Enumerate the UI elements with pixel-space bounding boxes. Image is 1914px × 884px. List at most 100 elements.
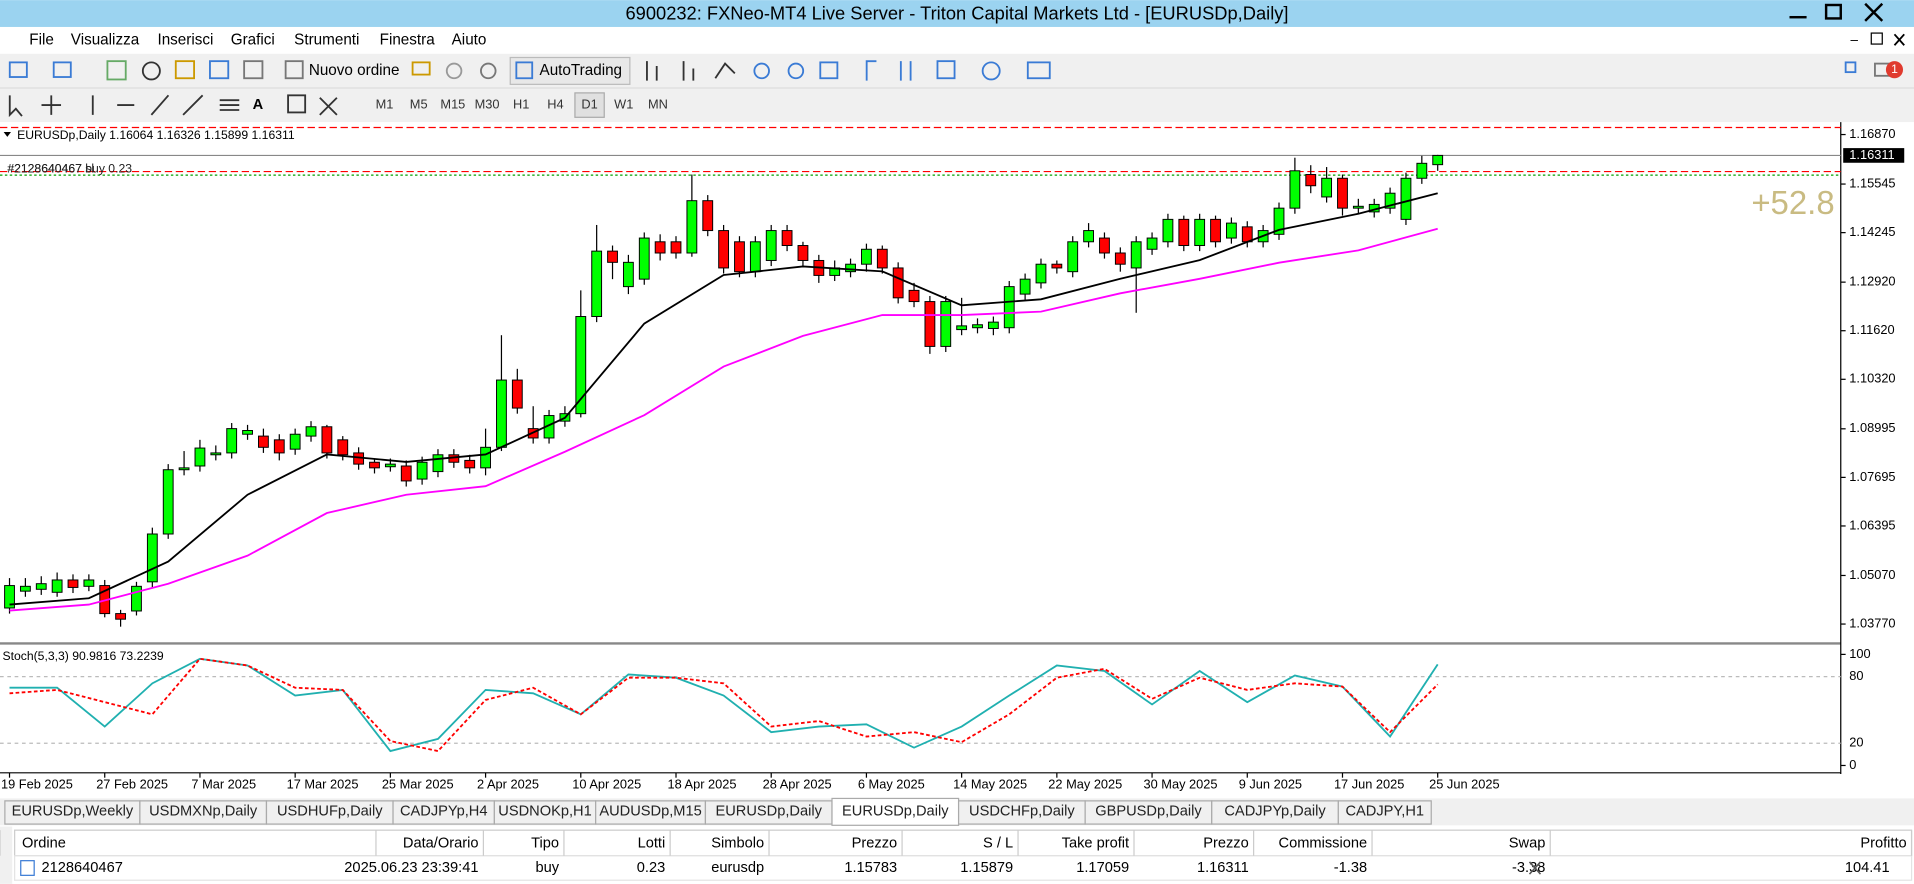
tab-label[interactable]: USDHUFp,Daily bbox=[277, 804, 383, 820]
periods-icon[interactable] bbox=[981, 61, 1001, 81]
autotrading-icon[interactable] bbox=[515, 61, 534, 80]
new-order-label[interactable]: Nuovo ordine bbox=[309, 62, 400, 79]
bid-label: 1.16311 bbox=[1849, 147, 1894, 162]
market-watch-icon[interactable] bbox=[106, 60, 127, 81]
tile-icon[interactable] bbox=[819, 61, 839, 80]
tab-label[interactable]: USDCHFp,Daily bbox=[969, 804, 1075, 820]
timeframe-button[interactable]: D1 bbox=[581, 96, 597, 111]
candle-body bbox=[749, 241, 761, 273]
tab-label[interactable]: GBPUSDp,Daily bbox=[1095, 804, 1202, 820]
candle-body bbox=[1130, 241, 1142, 269]
column-header[interactable]: S / L bbox=[983, 835, 1013, 851]
candle-body bbox=[1384, 192, 1396, 209]
column-header[interactable]: Prezzo bbox=[1203, 835, 1249, 851]
tester-icon[interactable] bbox=[243, 60, 264, 80]
menu-item[interactable]: Finestra bbox=[380, 31, 436, 48]
profit-label: +52.8 bbox=[1751, 184, 1834, 221]
timeframe-button[interactable]: M5 bbox=[410, 96, 428, 111]
cell: -1.38 bbox=[1334, 860, 1367, 876]
tab-label[interactable]: EURUSDp,Daily bbox=[715, 804, 822, 820]
templates-icon[interactable] bbox=[1026, 61, 1051, 80]
close[interactable] bbox=[1864, 2, 1884, 22]
label-tool[interactable] bbox=[287, 94, 307, 114]
timeframe-button[interactable]: M30 bbox=[475, 96, 500, 111]
crosshair-tool[interactable] bbox=[41, 95, 62, 115]
signals-icon[interactable] bbox=[445, 62, 463, 80]
line-tools[interactable] bbox=[91, 94, 240, 116]
mdi-close[interactable] bbox=[1893, 33, 1905, 46]
column-header[interactable]: Swap bbox=[1509, 835, 1546, 851]
tab-label[interactable]: EURUSDp,Weekly bbox=[12, 804, 134, 820]
column-header[interactable]: Ordine bbox=[22, 835, 66, 851]
mdi-controls[interactable]: – bbox=[1851, 32, 1905, 47]
tab-active[interactable] bbox=[831, 797, 960, 826]
timeframe-button[interactable]: M15 bbox=[440, 96, 465, 111]
candle-body bbox=[1241, 226, 1253, 243]
notification-badge[interactable] bbox=[1885, 61, 1904, 79]
indicators-icon[interactable] bbox=[936, 60, 956, 80]
search-icon[interactable] bbox=[1844, 61, 1857, 74]
chart-header: EURUSDp,Daily 1.16064 1.16326 1.15899 1.… bbox=[17, 128, 295, 142]
chart-type-icons[interactable] bbox=[646, 61, 736, 81]
cell: 104.41 bbox=[1845, 860, 1890, 876]
candle-body bbox=[178, 467, 190, 471]
column-header[interactable]: Lotti bbox=[638, 835, 666, 851]
column-header[interactable]: Profitto bbox=[1860, 835, 1906, 851]
autotrading-label[interactable]: AutoTrading bbox=[540, 62, 623, 79]
x-tick-label: 6 May 2025 bbox=[858, 776, 925, 791]
menu-item[interactable]: Inserisci bbox=[157, 31, 213, 48]
terminal-icon[interactable] bbox=[209, 60, 230, 80]
column-header[interactable]: Data/Orario bbox=[403, 835, 479, 851]
menu-item[interactable]: Aiuto bbox=[452, 31, 487, 48]
maximize[interactable] bbox=[1824, 3, 1842, 20]
timeframe-button[interactable]: MN bbox=[648, 96, 668, 111]
market-icon[interactable] bbox=[480, 62, 497, 80]
menu-item[interactable]: Grafici bbox=[231, 31, 275, 48]
menu-item[interactable]: Visualizza bbox=[71, 31, 140, 48]
indicator-tick-label: 20 bbox=[1849, 735, 1863, 750]
close-order[interactable] bbox=[1528, 861, 1542, 875]
tab-label[interactable]: CADJPYp,H4 bbox=[400, 804, 488, 820]
crosshair-icon[interactable] bbox=[141, 61, 161, 81]
scroll-icons[interactable] bbox=[865, 60, 912, 81]
candle-body bbox=[416, 461, 428, 480]
cursor-tool[interactable] bbox=[8, 95, 23, 118]
tab-label[interactable]: CADJPY,H1 bbox=[1345, 804, 1424, 820]
column-header[interactable]: Tipo bbox=[531, 835, 559, 851]
column-header[interactable]: Commissione bbox=[1279, 835, 1368, 851]
minimize[interactable] bbox=[1789, 15, 1807, 19]
menu-item[interactable]: File bbox=[29, 31, 54, 48]
candle-body bbox=[464, 459, 476, 469]
mdi-restore[interactable] bbox=[1870, 32, 1883, 45]
new-chart-icon[interactable] bbox=[8, 61, 28, 78]
window-controls[interactable] bbox=[1789, 2, 1884, 22]
tab-label[interactable]: CADJPYp,Daily bbox=[1224, 804, 1326, 820]
tab-label[interactable]: USDMXNp,Daily bbox=[149, 804, 258, 820]
candle-body bbox=[1400, 177, 1412, 220]
tab-label[interactable]: EURUSDp,Daily bbox=[842, 804, 949, 820]
zoom-out[interactable] bbox=[787, 62, 805, 80]
metaeditor-icon[interactable] bbox=[411, 61, 431, 76]
profiles-icon[interactable] bbox=[52, 61, 72, 78]
new-order-icon[interactable] bbox=[284, 60, 304, 80]
column-header[interactable]: Simbolo bbox=[711, 835, 764, 851]
zoom-in[interactable] bbox=[753, 62, 770, 80]
timeframe-button[interactable]: M1 bbox=[376, 96, 394, 111]
candle-body bbox=[956, 325, 968, 331]
candle-body bbox=[1051, 263, 1063, 269]
candle-body bbox=[987, 321, 999, 329]
timeframe-button[interactable]: H4 bbox=[547, 96, 563, 111]
menu-bar bbox=[0, 26, 1914, 54]
tab-label[interactable]: USDNOKp,H1 bbox=[498, 804, 591, 820]
navigator-icon[interactable] bbox=[174, 60, 196, 80]
timeframe-button[interactable]: H1 bbox=[513, 96, 529, 111]
column-header[interactable]: Prezzo bbox=[852, 835, 898, 851]
column-header[interactable]: Take profit bbox=[1062, 835, 1129, 851]
text-tool[interactable]: A bbox=[253, 97, 264, 113]
menu-item[interactable]: Strumenti bbox=[294, 31, 359, 48]
arrows-tool[interactable] bbox=[319, 97, 338, 116]
tab-label[interactable]: AUDUSDp,M15 bbox=[599, 804, 701, 820]
timeframe-button[interactable]: W1 bbox=[614, 96, 633, 111]
tab[interactable] bbox=[1337, 800, 1432, 825]
mdi-min[interactable]: – bbox=[1851, 32, 1859, 47]
